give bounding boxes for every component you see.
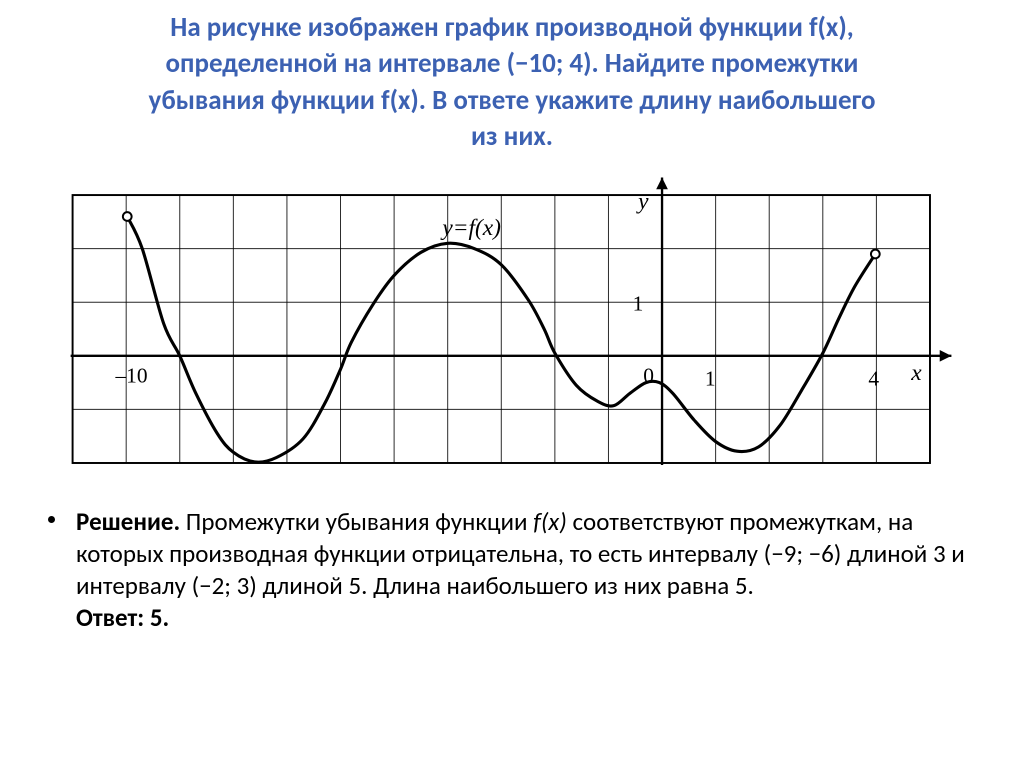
svg-text:4: 4 xyxy=(868,366,879,390)
problem-title: На рисунке изображен график производной … xyxy=(30,10,994,156)
title-line-2: убывания функции f(x). В ответе укажите … xyxy=(149,84,876,117)
title-line-1: определенной на интервале (−10; 4). Найд… xyxy=(166,47,859,80)
solution-heading: Решение. xyxy=(76,506,180,537)
solution-text-before: Промежутки убывания функции xyxy=(180,506,533,537)
title-line-3: из них. xyxy=(471,120,553,153)
svg-text:1: 1 xyxy=(705,366,716,390)
svg-text:y: y xyxy=(636,188,649,214)
svg-text:0: 0 xyxy=(643,363,654,387)
svg-text:–10: –10 xyxy=(114,363,147,387)
bullet-icon xyxy=(48,516,55,523)
derivative-chart: y x y=f(x) 0 1 1 –10 4 xyxy=(57,170,967,490)
solution-block: Решение. Промежутки убывания функции f(x… xyxy=(30,506,994,634)
svg-text:x: x xyxy=(910,360,922,386)
solution-fn: f(x) xyxy=(533,506,567,537)
title-line-0: На рисунке изображен график производной … xyxy=(170,11,853,44)
svg-text:1: 1 xyxy=(633,291,644,315)
chart-container: y x y=f(x) 0 1 1 –10 4 xyxy=(30,170,994,490)
answer-label: Ответ: 5. xyxy=(76,602,169,633)
svg-text:y=f(x): y=f(x) xyxy=(440,215,501,241)
